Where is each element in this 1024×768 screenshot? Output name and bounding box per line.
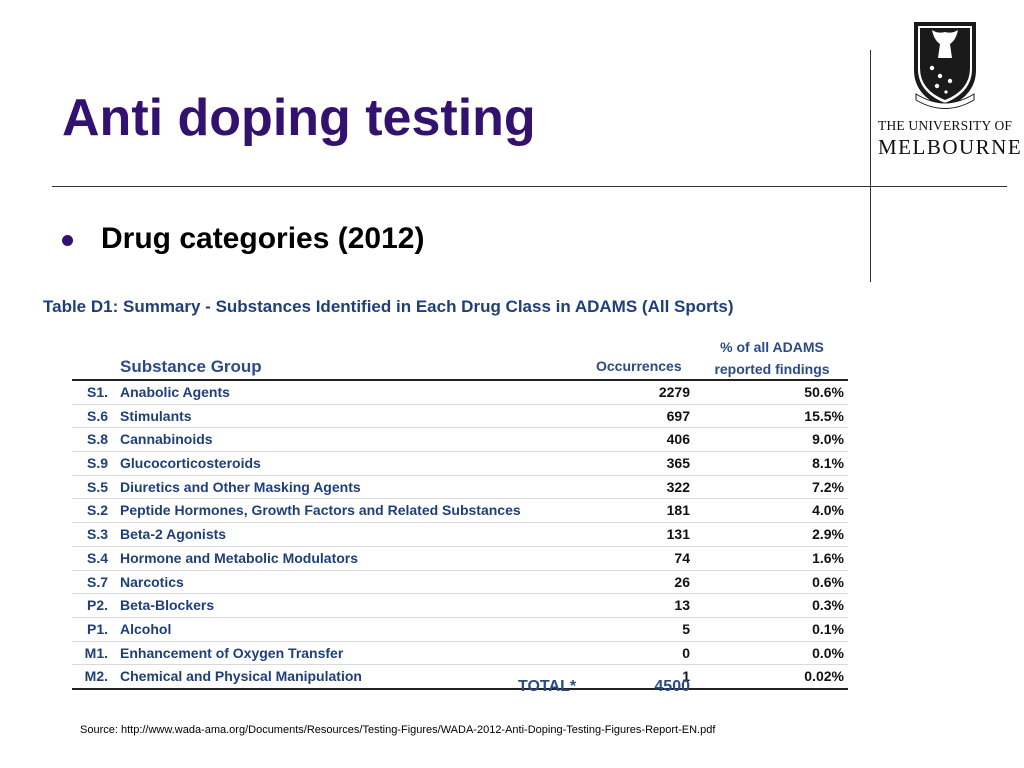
table-row: S.6 Stimulants 697 15.5% (72, 405, 848, 429)
row-name: Cannabinoids (120, 431, 213, 448)
header-percent-line2: reported findings (714, 361, 830, 377)
table-row: S.3 Beta-2 Agonists 131 2.9% (72, 523, 848, 547)
row-percent: 0.0% (812, 644, 844, 661)
row-name: Peptide Hormones, Growth Factors and Rel… (120, 502, 521, 519)
row-name: Diuretics and Other Masking Agents (120, 478, 361, 495)
row-percent: 0.3% (812, 597, 844, 614)
substance-table: S1. Anabolic Agents 2279 50.6% S.6 Stimulants… (72, 379, 848, 690)
table-title: Table D1: Summary - Substances Identifie… (43, 297, 734, 316)
table-row: S.4 Hormone and Metabolic Modulators 74 1.6… (72, 547, 848, 571)
row-name: Narcotics (120, 573, 184, 590)
row-percent: 8.1% (812, 455, 844, 472)
header-percent: % of all ADAMS reported findings (706, 336, 838, 380)
row-code: S1. (86, 384, 108, 400)
row-name: Anabolic Agents (120, 384, 230, 400)
row-percent: 7.2% (812, 478, 844, 495)
row-name: Hormone and Metabolic Modulators (120, 549, 359, 566)
row-occurrences: 13 (674, 597, 690, 614)
row-code: S.8 (86, 431, 108, 448)
row-percent: 15.5% (804, 407, 844, 424)
row-name: Alcohol (120, 620, 172, 637)
row-code: M2. (84, 668, 108, 685)
row-occurrences: 131 (666, 526, 690, 543)
row-code: S.3 (86, 526, 108, 543)
row-code: P1. (86, 620, 108, 637)
slide-title: Anti doping testing (62, 89, 536, 147)
table-row: S.9 Glucocorticosteroids 365 8.1% (72, 452, 848, 476)
row-name: Enhancement of Oxygen Transfer (120, 644, 344, 661)
row-percent: 1.6% (812, 549, 844, 566)
table-row: P1. Alcohol 5 0.1% (72, 618, 848, 642)
row-occurrences: 697 (666, 407, 690, 424)
table-row: S.2 Peptide Hormones, Growth Factors and … (72, 499, 848, 524)
bullet-item: Drug categories (2012) (62, 222, 424, 256)
bullet-text: Drug categories (2012) (101, 222, 425, 255)
row-name: Beta-2 Agonists (120, 526, 227, 543)
source-citation: Source: http://www.wada-ama.org/Document… (80, 724, 716, 736)
row-code: S.5 (86, 478, 108, 495)
table-row: M1. Enhancement of Oxygen Transfer 0 0.0% (72, 642, 848, 666)
logo-divider (870, 50, 871, 282)
row-code: S.9 (86, 455, 108, 472)
row-code: S.6 (86, 407, 108, 424)
table-row: M2. Chemical and Physical Manipulation 1 0.… (72, 665, 848, 688)
row-percent: 0.1% (812, 620, 844, 637)
header-occurrences: Occurrences (596, 358, 682, 374)
university-name-line1: THE UNIVERSITY OF (878, 118, 1013, 133)
table-row: S.7 Narcotics 26 0.6% (72, 571, 848, 595)
table-row: S.5 Diuretics and Other Masking Agents 322… (72, 476, 848, 500)
row-occurrences: 181 (666, 502, 690, 519)
row-occurrences: 5 (682, 620, 690, 637)
university-crest-icon (914, 22, 976, 109)
row-occurrences: 0 (682, 644, 690, 661)
row-name: Beta-Blockers (120, 597, 215, 614)
row-code: M1. (84, 644, 108, 661)
row-occurrences: 322 (666, 478, 690, 495)
row-percent: 4.0% (812, 502, 844, 519)
row-percent: 0.6% (812, 573, 844, 590)
university-logo: THE UNIVERSITY OF MELBOURNE (878, 18, 1023, 168)
row-percent: 2.9% (812, 526, 844, 543)
row-occurrences: 365 (666, 455, 690, 472)
bullet-dot-icon (62, 234, 73, 246)
row-code: S.4 (86, 549, 108, 566)
university-name-line2: MELBOURNE (878, 135, 1023, 159)
table-row: P2. Beta-Blockers 13 0.3% (72, 594, 848, 618)
row-code: S.2 (86, 502, 108, 519)
row-name: Glucocorticosteroids (120, 455, 261, 472)
row-code: S.7 (86, 573, 108, 590)
total-label: TOTAL* (518, 678, 577, 695)
row-occurrences: 74 (674, 549, 690, 566)
row-occurrences: 2279 (658, 384, 690, 400)
header-percent-line1: % of all ADAMS (720, 339, 824, 355)
row-name: Chemical and Physical Manipulation (120, 668, 362, 685)
row-percent: 0.02% (804, 668, 844, 685)
row-occurrences: 406 (666, 431, 690, 448)
row-code: P2. (86, 597, 108, 614)
title-divider (52, 186, 1007, 187)
row-percent: 9.0% (812, 431, 844, 448)
total-value: 4500 (654, 678, 690, 695)
header-substance-group: Substance Group (120, 357, 262, 376)
table-row: S1. Anabolic Agents 2279 50.6% (72, 381, 848, 405)
row-percent: 50.6% (804, 384, 844, 400)
row-name: Stimulants (120, 407, 192, 424)
row-occurrences: 26 (674, 573, 690, 590)
row-occurrences: 1 (682, 668, 690, 685)
table-row: S.8 Cannabinoids 406 9.0% (72, 428, 848, 453)
